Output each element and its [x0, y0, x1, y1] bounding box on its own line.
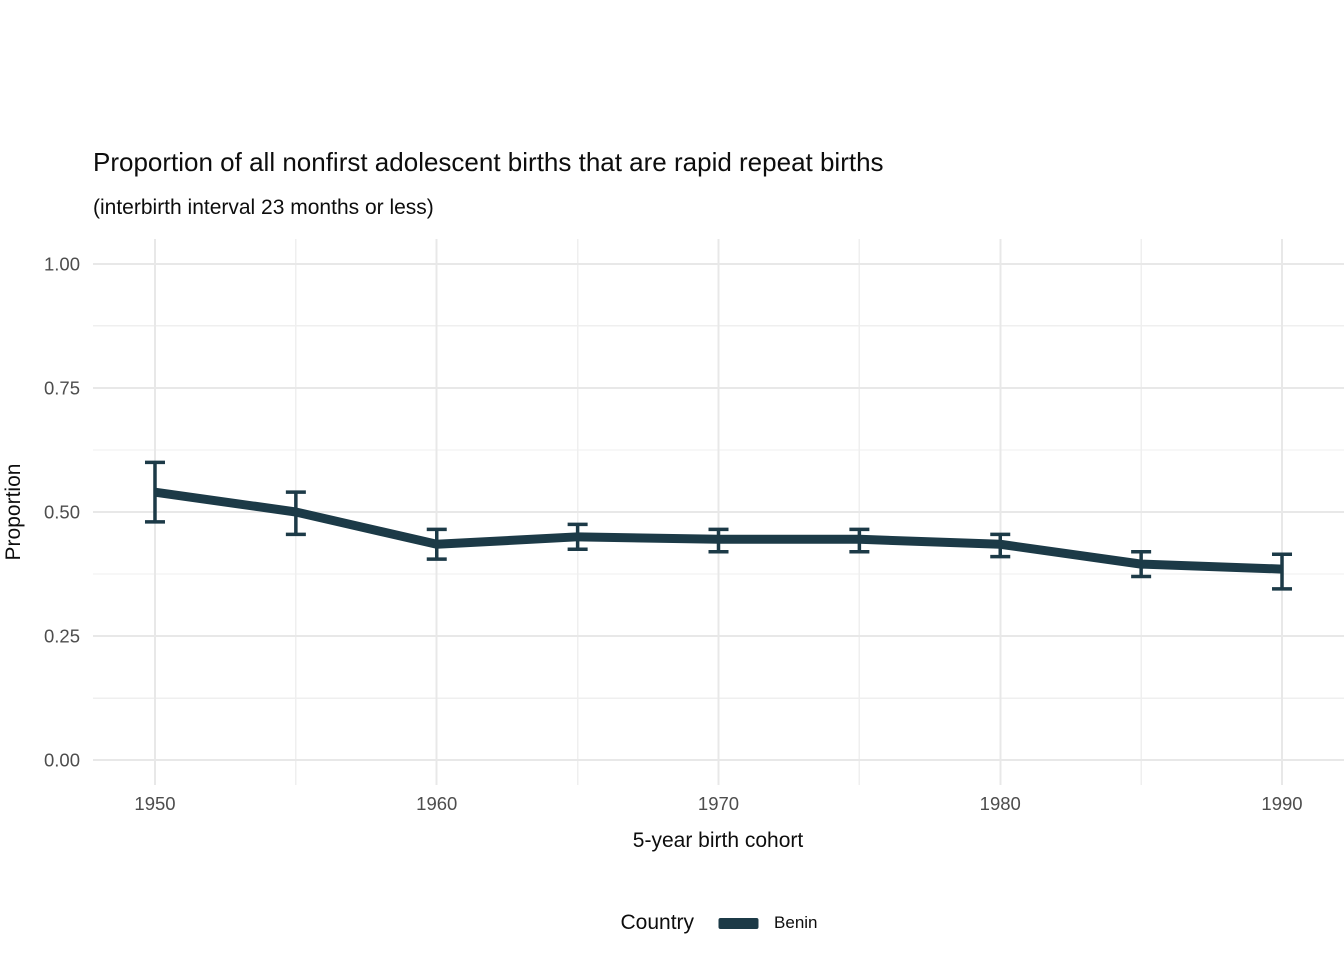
chart-subtitle: (interbirth interval 23 months or less) — [93, 196, 434, 219]
legend-swatch-benin — [718, 917, 759, 929]
y-tick-label: 0.50 — [44, 502, 80, 523]
x-tick-label: 1990 — [1261, 793, 1302, 814]
legend-label-benin: Benin — [774, 913, 818, 932]
y-tick-label: 1.00 — [44, 253, 80, 274]
y-tick-label: 0.25 — [44, 626, 80, 647]
x-tick-label: 1970 — [698, 793, 739, 814]
y-tick-label: 0.75 — [44, 377, 80, 398]
y-tick-label: 0.00 — [44, 750, 80, 771]
legend: Country Benin — [620, 911, 817, 935]
x-axis-title: 5-year birth cohort — [632, 829, 804, 852]
series-line-benin — [154, 487, 1283, 574]
x-tick-label: 1960 — [416, 793, 457, 814]
chart-title: Proportion of all nonfirst adolescent bi… — [93, 147, 884, 177]
x-tick-label: 1980 — [980, 793, 1021, 814]
legend-title: Country — [620, 911, 695, 934]
x-tick-label: 1950 — [134, 793, 175, 814]
